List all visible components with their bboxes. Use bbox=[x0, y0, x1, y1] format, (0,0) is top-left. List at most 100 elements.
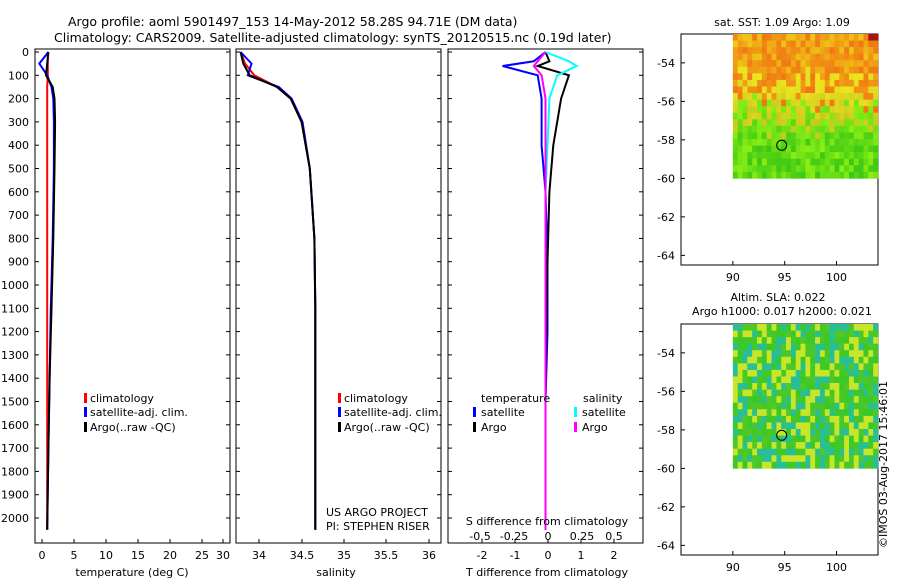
heatmap-cell bbox=[776, 34, 782, 41]
heatmap-cell bbox=[858, 389, 864, 397]
heatmap-cell bbox=[790, 402, 797, 410]
heatmap-cell bbox=[752, 435, 758, 443]
heatmap-cell bbox=[766, 158, 772, 166]
heatmap-cell bbox=[761, 139, 768, 146]
heatmap-cell bbox=[834, 363, 840, 371]
x-tick-label: 0 bbox=[545, 549, 552, 562]
heatmap-cell bbox=[858, 158, 864, 166]
heatmap-cell bbox=[757, 415, 763, 423]
heatmap-cell bbox=[844, 429, 850, 436]
heatmap-cell bbox=[747, 171, 753, 179]
x-tick-label: 25 bbox=[195, 549, 209, 562]
heatmap-cell bbox=[790, 442, 797, 449]
heatmap-cell bbox=[742, 60, 748, 68]
heatmap-cell bbox=[848, 112, 855, 120]
heatmap-cell bbox=[834, 47, 840, 54]
heatmap-cell bbox=[829, 383, 835, 390]
heatmap-cell bbox=[757, 165, 763, 173]
heatmap-cell bbox=[732, 132, 738, 140]
heatmap-cell bbox=[839, 66, 845, 74]
heatmap-cell bbox=[853, 448, 859, 456]
heatmap-cell bbox=[815, 409, 821, 417]
heatmap-cell bbox=[873, 337, 879, 344]
legend-t-argo: Argo bbox=[481, 421, 507, 434]
heatmap-cell bbox=[776, 409, 782, 417]
heatmap-cell bbox=[815, 455, 821, 463]
heatmap-cell bbox=[732, 119, 738, 127]
heatmap-cell bbox=[805, 171, 811, 179]
heatmap-cell bbox=[795, 343, 801, 351]
heatmap-cell bbox=[732, 73, 738, 81]
heatmap-cell bbox=[737, 337, 743, 344]
heatmap-cell bbox=[737, 171, 743, 179]
heatmap-cell bbox=[752, 343, 758, 351]
heatmap-cell bbox=[844, 99, 850, 107]
heatmap-cell bbox=[752, 53, 758, 61]
heatmap-cell bbox=[790, 330, 797, 338]
x-tick-label: 5 bbox=[71, 549, 78, 562]
depth-tick-label: 200 bbox=[8, 93, 29, 106]
heatmap-cell bbox=[810, 455, 816, 463]
heatmap-cell bbox=[848, 53, 855, 61]
heatmap-cell bbox=[805, 409, 811, 417]
heatmap-cell bbox=[863, 125, 869, 133]
heatmap-cell bbox=[790, 455, 797, 463]
heatmap-cell bbox=[815, 383, 821, 390]
heatmap-cell bbox=[776, 152, 782, 159]
heatmap-cell bbox=[786, 330, 792, 338]
heatmap-cell bbox=[747, 324, 753, 331]
heatmap-cell bbox=[771, 383, 777, 390]
heatmap-cell bbox=[868, 415, 874, 423]
heatmap-cell bbox=[737, 158, 743, 166]
heatmap-cell bbox=[853, 396, 859, 404]
heatmap-cell bbox=[805, 402, 811, 410]
heatmap-cell bbox=[805, 112, 811, 120]
depth-tick-label: 1300 bbox=[1, 349, 29, 362]
heatmap-cell bbox=[829, 389, 835, 397]
heatmap-cell bbox=[805, 34, 811, 41]
heatmap-cell bbox=[781, 343, 787, 351]
difference-legend: temperature satellite Argo salinity sate… bbox=[473, 392, 626, 434]
legend-swatch-climatology bbox=[84, 393, 87, 403]
heatmap-cell bbox=[853, 86, 859, 94]
heatmap-cell bbox=[732, 40, 738, 48]
heatmap-cell bbox=[829, 350, 835, 358]
sst-heatmap bbox=[732, 34, 879, 179]
heatmap-cell bbox=[732, 422, 738, 430]
heatmap-cell bbox=[834, 409, 840, 417]
heatmap-cell bbox=[771, 376, 777, 384]
heatmap-cell bbox=[752, 324, 758, 331]
heatmap-cell bbox=[747, 139, 753, 146]
heatmap-cell bbox=[829, 40, 835, 48]
heatmap-cell bbox=[795, 165, 801, 173]
heatmap-cell bbox=[815, 99, 821, 107]
heatmap-cell bbox=[844, 119, 850, 127]
heatmap-cell bbox=[824, 461, 830, 469]
heatmap-cell bbox=[834, 66, 840, 74]
heatmap-cell bbox=[863, 363, 869, 371]
heatmap-cell bbox=[834, 171, 840, 179]
heatmap-cell bbox=[868, 73, 874, 81]
heatmap-cell bbox=[742, 40, 748, 48]
heatmap-cell bbox=[824, 165, 830, 173]
heatmap-cell bbox=[737, 79, 743, 87]
heatmap-cell bbox=[732, 389, 738, 397]
heatmap-cell bbox=[844, 455, 850, 463]
heatmap-cell bbox=[737, 324, 743, 331]
heatmap-cell bbox=[829, 112, 835, 120]
heatmap-cell bbox=[781, 337, 787, 344]
heatmap-cell bbox=[790, 73, 797, 81]
heatmap-cell bbox=[795, 53, 801, 61]
heatmap-cell bbox=[776, 86, 782, 94]
heatmap-cell bbox=[863, 337, 869, 344]
heatmap-cell bbox=[868, 139, 874, 146]
heatmap-cell bbox=[766, 34, 772, 41]
heatmap-cell bbox=[819, 324, 826, 331]
heatmap-cell bbox=[766, 356, 772, 364]
heatmap-cell bbox=[863, 330, 869, 338]
heatmap-cell bbox=[800, 422, 806, 430]
heatmap-cell bbox=[747, 158, 753, 166]
heatmap-cell bbox=[853, 34, 859, 41]
heatmap-cell bbox=[815, 369, 821, 377]
difference-yticks bbox=[448, 51, 643, 519]
